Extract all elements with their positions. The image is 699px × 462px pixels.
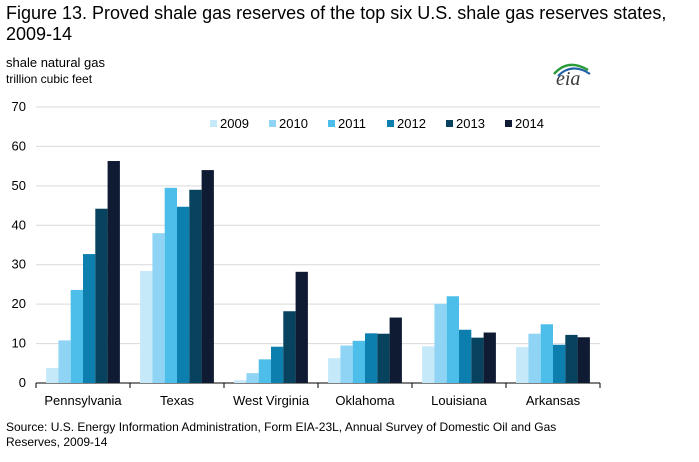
bar-2013 xyxy=(471,337,484,383)
bar-2012 xyxy=(459,329,472,383)
eia-logo: eia xyxy=(548,60,592,96)
bar-2012 xyxy=(365,333,378,383)
bar-2013 xyxy=(189,189,202,383)
bar-2009 xyxy=(46,368,59,383)
y-unit-label-line1: shale natural gas xyxy=(6,55,106,70)
legend-label-2014: 2014 xyxy=(515,116,544,131)
bar-2012 xyxy=(177,206,190,383)
y-tick-label: 30 xyxy=(12,257,26,272)
bar-2013 xyxy=(377,333,390,383)
x-tick-label: West Virginia xyxy=(233,393,310,408)
bar-2009 xyxy=(422,346,435,383)
bar-2014 xyxy=(389,317,402,383)
x-tick-label: Texas xyxy=(160,393,194,408)
bar-2014 xyxy=(577,337,590,383)
bar-2011 xyxy=(540,324,553,383)
bar-2014 xyxy=(107,161,120,383)
bar-2012 xyxy=(83,254,96,383)
bar-2010 xyxy=(434,303,447,383)
y-tick-label: 0 xyxy=(19,375,26,390)
x-tick-label: Oklahoma xyxy=(335,393,395,408)
legend-label-2011: 2011 xyxy=(338,116,366,131)
bar-2011 xyxy=(258,359,271,383)
bar-2013 xyxy=(95,208,108,383)
bar-2010 xyxy=(528,333,541,383)
bar-2009 xyxy=(234,380,247,383)
bar-2009 xyxy=(140,271,153,383)
x-tick-label: Pennsylvania xyxy=(44,393,122,408)
bar-2010 xyxy=(58,340,71,383)
bar-2011 xyxy=(70,289,83,383)
bar-2009 xyxy=(328,358,341,383)
bar-2009 xyxy=(516,347,529,383)
legend-swatch-2013 xyxy=(446,120,453,127)
bar-2011 xyxy=(352,340,365,383)
chart-title: Figure 13. Proved shale gas reserves of … xyxy=(6,3,667,44)
eia-logo-text: eia xyxy=(556,68,581,90)
bar-2010 xyxy=(246,373,259,383)
legend-label-2013: 2013 xyxy=(456,116,485,131)
legend-swatch-2012 xyxy=(387,120,394,127)
x-tick-label: Arkansas xyxy=(526,393,581,408)
bar-2014 xyxy=(201,170,214,383)
source-note: Source: U.S. Energy Information Administ… xyxy=(6,420,557,449)
bar-2014 xyxy=(483,332,496,383)
bar-2011 xyxy=(446,296,459,383)
bar-2013 xyxy=(283,311,296,383)
y-tick-label: 10 xyxy=(12,336,26,351)
y-tick-label: 20 xyxy=(12,296,26,311)
y-tick-label: 60 xyxy=(12,138,26,153)
legend-label-2012: 2012 xyxy=(397,116,426,131)
bar-2010 xyxy=(340,345,353,383)
legend-swatch-2011 xyxy=(328,120,335,127)
legend-label-2010: 2010 xyxy=(279,116,308,131)
bar-2014 xyxy=(295,271,308,383)
bar-2012 xyxy=(553,344,566,383)
bar-2013 xyxy=(565,334,578,383)
y-tick-label: 50 xyxy=(12,178,26,193)
bar-2011 xyxy=(164,187,177,383)
y-unit-label-line2: trillion cubic feet xyxy=(6,72,93,86)
x-tick-label: Louisiana xyxy=(431,393,487,408)
legend-swatch-2014 xyxy=(505,120,512,127)
bar-2012 xyxy=(271,346,284,383)
legend-label-2009: 2009 xyxy=(220,116,249,131)
legend-swatch-2009 xyxy=(210,120,217,127)
legend-swatch-2010 xyxy=(269,120,276,127)
eia-logo-swoosh-icon xyxy=(553,63,591,77)
y-tick-label: 40 xyxy=(12,217,26,232)
bar-2010 xyxy=(152,233,165,383)
y-tick-label: 70 xyxy=(12,99,26,114)
